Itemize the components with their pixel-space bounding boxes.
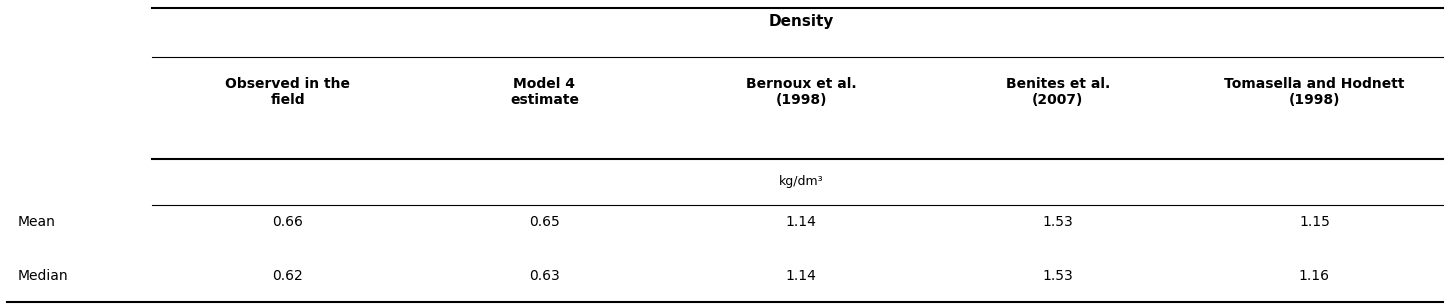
Text: 0.62: 0.62 bbox=[273, 269, 303, 283]
Text: Mean: Mean bbox=[17, 215, 55, 229]
Text: Density: Density bbox=[768, 14, 834, 29]
Text: 1.14: 1.14 bbox=[786, 269, 816, 283]
Text: 1.16: 1.16 bbox=[1299, 269, 1330, 283]
Text: Median: Median bbox=[17, 269, 68, 283]
Text: 1.14: 1.14 bbox=[786, 215, 816, 229]
Text: Benites et al.
(2007): Benites et al. (2007) bbox=[1006, 77, 1109, 107]
Text: 1.53: 1.53 bbox=[1043, 269, 1073, 283]
Text: 0.66: 0.66 bbox=[273, 215, 303, 229]
Text: Observed in the
field: Observed in the field bbox=[225, 77, 351, 107]
Text: Tomasella and Hodnett
(1998): Tomasella and Hodnett (1998) bbox=[1224, 77, 1405, 107]
Text: Bernoux et al.
(1998): Bernoux et al. (1998) bbox=[745, 77, 857, 107]
Text: 1.53: 1.53 bbox=[1043, 215, 1073, 229]
Text: 0.65: 0.65 bbox=[529, 215, 560, 229]
Text: 1.15: 1.15 bbox=[1299, 215, 1330, 229]
Text: kg/dm³: kg/dm³ bbox=[779, 175, 824, 188]
Text: 0.63: 0.63 bbox=[529, 269, 560, 283]
Text: Model 4
estimate: Model 4 estimate bbox=[510, 77, 579, 107]
